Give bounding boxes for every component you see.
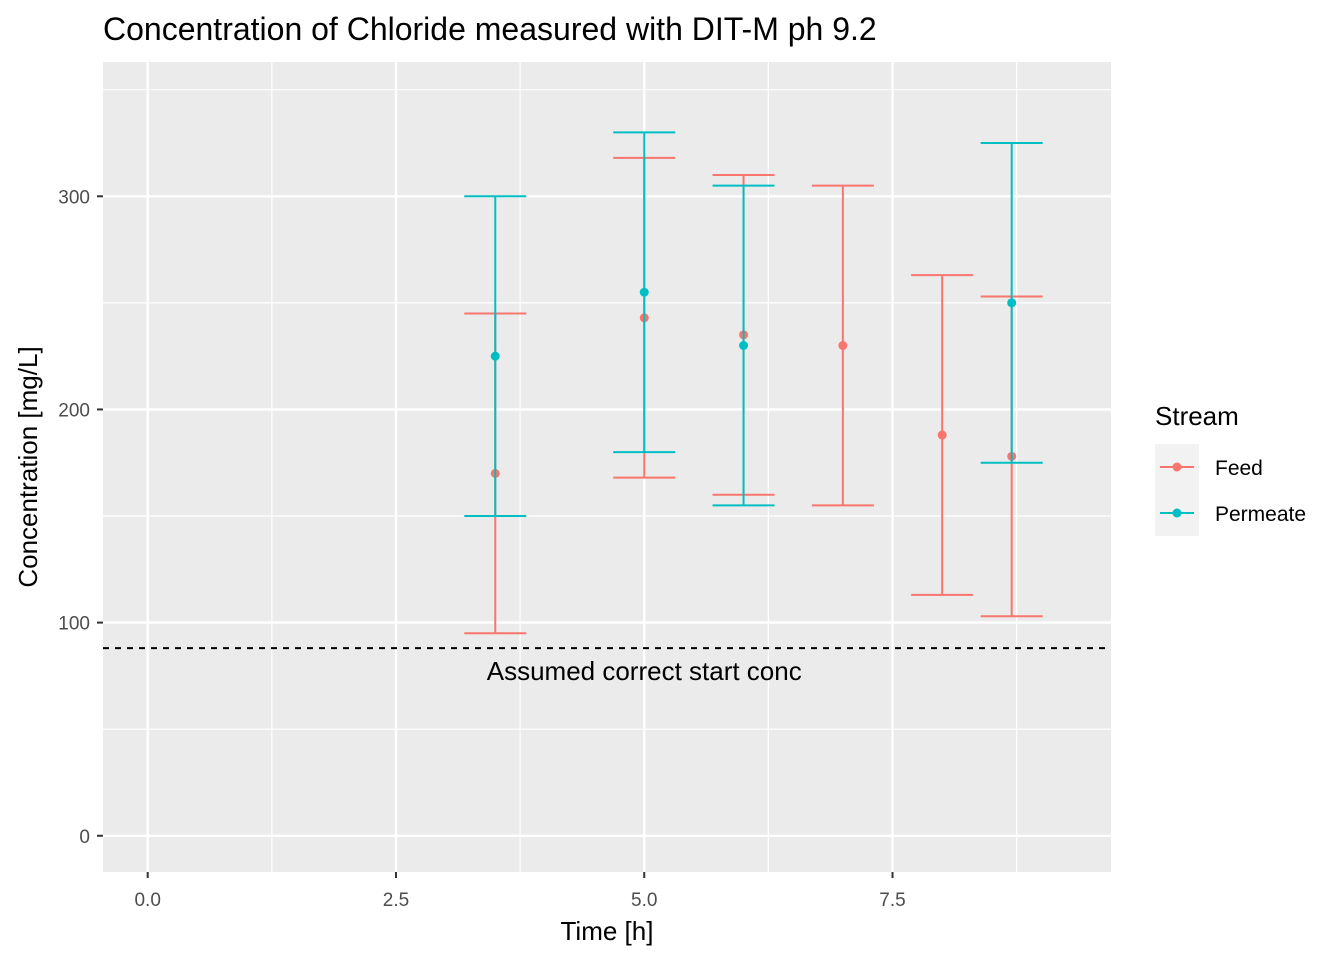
x-axis-title: Time [h] <box>561 916 654 946</box>
data-point <box>937 430 947 440</box>
legend-key-background <box>1155 444 1199 536</box>
chart-title: Concentration of Chloride measured with … <box>103 11 877 47</box>
data-point <box>838 341 848 350</box>
y-tick-label: 300 <box>58 187 90 208</box>
legend-label: Permeate <box>1215 503 1306 526</box>
data-point <box>490 351 500 361</box>
series-layer <box>464 131 1043 635</box>
data-point <box>639 287 649 297</box>
legend: Stream Feed Permeate <box>1155 401 1306 536</box>
y-tick-label: 200 <box>58 400 90 421</box>
y-tick-label: 100 <box>58 614 90 635</box>
x-tick-label: 5.0 <box>631 890 657 911</box>
data-point <box>1007 298 1017 308</box>
plot-panel <box>103 62 1111 872</box>
annotation-label: Assumed correct start conc <box>487 656 802 686</box>
legend-label: Feed <box>1215 457 1263 480</box>
x-axis: 0.0 2.5 5.0 7.5 <box>134 872 906 911</box>
legend-key-point <box>1172 508 1182 518</box>
series-permeate <box>464 131 1043 518</box>
x-tick-label: 2.5 <box>383 890 409 911</box>
x-tick-label: 7.5 <box>879 890 905 911</box>
y-axis-title: Concentration [mg/L] <box>13 346 43 587</box>
y-axis: 0 100 200 300 <box>58 187 103 848</box>
legend-title: Stream <box>1155 401 1239 431</box>
legend-items: Feed Permeate <box>1155 444 1306 536</box>
y-tick-label: 0 <box>79 827 90 848</box>
data-point <box>739 341 749 350</box>
legend-key-point <box>1172 462 1182 472</box>
x-tick-label: 0.0 <box>134 890 160 911</box>
